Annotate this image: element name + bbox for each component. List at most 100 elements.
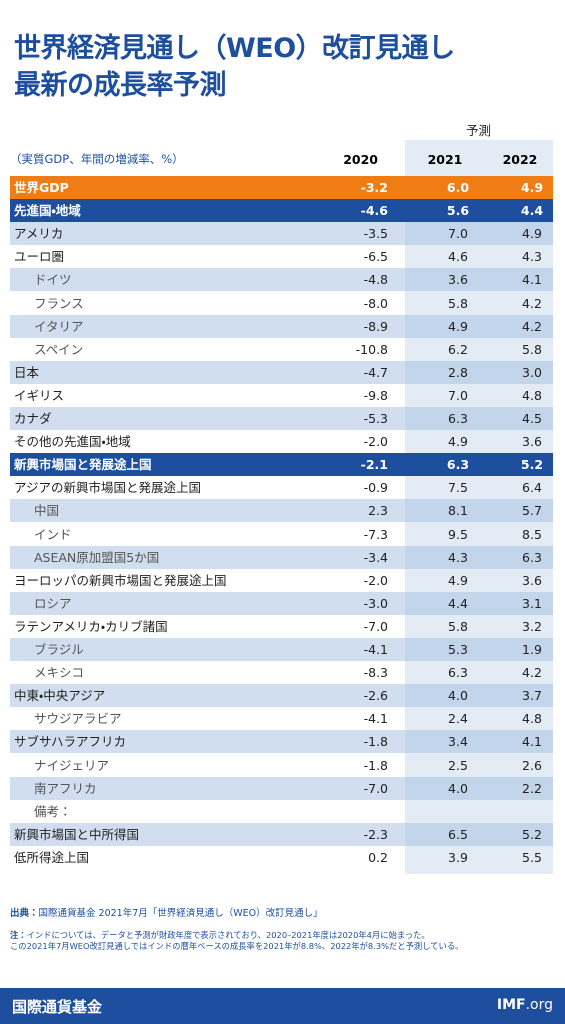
table-row: 低所得途上国 0.2 3.9 5.5 [10,846,553,869]
value-cell: 3.6 [522,572,542,588]
value-cell: 4.9 [448,318,468,334]
table-row: ブラジル -4.1 5.3 1.9 [10,638,553,661]
value-cell: -2.0 [363,572,388,588]
row-label: 世界GDP [14,180,69,195]
value-cell: 3.0 [522,364,542,380]
value-cell: 6.4 [522,480,542,496]
table-row: ユーロ圏 -6.5 4.6 4.3 [10,245,553,268]
value-cell: 2.2 [522,780,542,796]
table-row: イギリス -9.8 7.0 4.8 [10,384,553,407]
row-label: ナイジェリア [34,757,110,773]
value-cell: -0.9 [363,480,388,496]
unit-label: （実質GDP、年間の増減率、%） [10,152,184,166]
table-row: イタリア -8.9 4.9 4.2 [10,314,553,338]
value-cell: 4.8 [522,387,542,403]
table-row: サブサハラアフリカ -1.8 3.4 4.1 [10,730,553,754]
value-cell: -8.0 [363,295,388,311]
table-row: ドイツ -4.8 3.6 4.1 [10,268,553,292]
value-cell: 4.9 [520,180,544,195]
value-cell: 7.0 [448,226,468,242]
value-cell: 4.5 [522,411,542,426]
value-cell: 5.8 [522,341,542,357]
row-label: 新興市場国と中所得国 [14,826,140,842]
table-row: ナイジェリア -1.8 2.5 2.6 [10,754,553,777]
year-header: 2020 [343,152,378,167]
row-label: ロシア [34,595,72,611]
year-header: 2021 [427,152,463,167]
title-line: 世界経済見通し（WEO）改訂見通し [14,33,455,64]
row-label: 日本 [14,364,40,380]
value-cell: -2.6 [363,688,388,704]
value-cell: -9.8 [363,387,388,403]
value-cell: 4.6 [448,249,468,265]
source-text: 国際通貨基金 2021年7月「世界経済見通し（WEO）改訂見通し」 [38,908,323,919]
value-cell: -7.0 [363,618,388,634]
table-row: インド -7.3 9.5 8.5 [10,523,553,546]
value-cell: -10.8 [355,341,388,357]
source: 出典：国際通貨基金 2021年7月「世界経済見通し（WEO）改訂見通し」 [10,905,323,919]
row-label: フランス [34,295,84,311]
value-cell: 4.0 [448,688,468,704]
value-cell: 6.3 [448,411,468,426]
value-cell: 4.2 [522,318,542,334]
value-cell: 5.2 [520,457,544,473]
table-row: 新興市場国と中所得国 -2.3 6.5 5.2 [10,822,553,846]
table-row: ロシア -3.0 4.4 3.1 [10,591,553,615]
row-label: アメリカ [14,226,64,242]
value-cell: -4.8 [363,272,388,288]
table-row: アメリカ -3.5 7.0 4.9 [10,222,553,246]
value-cell: 4.1 [522,272,542,288]
row-label: サブサハラアフリカ [14,734,127,750]
value-cell: 4.8 [522,711,542,727]
note-line: インドについては、データと予測が財政年度で表示されており、2020–2021年度… [26,930,430,940]
footer-bar [0,988,565,1024]
table-row: その他の先進国・地域 -2.0 4.9 3.6 [10,430,553,453]
value-cell: -8.3 [363,665,388,681]
value-cell: -1.8 [363,757,388,773]
value-cell: 5.6 [446,203,470,219]
year-header: 2022 [502,152,538,167]
row-label: 先進国・地域 [14,203,81,219]
value-cell: 6.5 [448,826,468,842]
value-cell: -4.1 [363,711,388,727]
value-cell: 4.4 [448,595,468,611]
table-row: ASEAN原加盟国5か国 -3.4 4.3 6.3 [10,545,553,569]
value-cell: 9.5 [448,526,468,542]
table-row: フランス -8.0 5.8 4.2 [10,292,553,315]
value-cell: 4.2 [522,665,542,681]
row-label: ラテンアメリカ・カリブ諸国 [14,618,168,634]
row-label: 備考： [34,803,72,819]
table-row: 南アフリカ -7.0 4.0 2.2 [10,776,553,800]
value-cell: 8.1 [448,503,468,519]
row-label: 南アフリカ [34,780,97,796]
value-cell: -3.4 [363,549,388,565]
table-row: スペイン -10.8 6.2 5.8 [10,338,553,361]
value-cell: 6.3 [448,665,468,681]
row-label: ドイツ [34,272,72,288]
row-label: ASEAN原加盟国5か国 [34,549,160,565]
value-cell: 2.6 [522,757,542,773]
row-label: インド [34,526,72,542]
table-row: ヨーロッパの新興市場国と発展途上国 -2.0 4.9 3.6 [10,569,553,592]
value-cell: 7.5 [448,480,468,496]
value-cell: 3.4 [448,734,468,750]
value-cell: 3.2 [522,618,542,634]
table-row: アジアの新興市場国と発展途上国 -0.9 7.5 6.4 [10,476,553,499]
table-row: ラテンアメリカ・カリブ諸国 -7.0 5.8 3.2 [10,615,553,638]
value-cell: -7.3 [363,526,388,542]
value-cell: 6.3 [522,549,542,565]
value-cell: -2.1 [360,457,388,473]
row-label: メキシコ [34,665,85,681]
table-row: 中国 2.3 8.1 5.7 [10,499,553,523]
value-cell: -4.6 [360,203,388,219]
row-label: その他の先進国・地域 [14,434,131,450]
row-label: アジアの新興市場国と発展途上国 [14,480,202,496]
value-cell: -3.5 [363,226,388,242]
value-cell: -2.0 [363,434,388,450]
row-label: 新興市場国と発展途上国 [14,457,152,473]
table-row: 日本 -4.7 2.8 3.0 [10,360,553,384]
value-cell: 8.5 [522,526,542,542]
row-label: ユーロ圏 [14,249,65,265]
value-cell: 6.3 [446,457,470,473]
